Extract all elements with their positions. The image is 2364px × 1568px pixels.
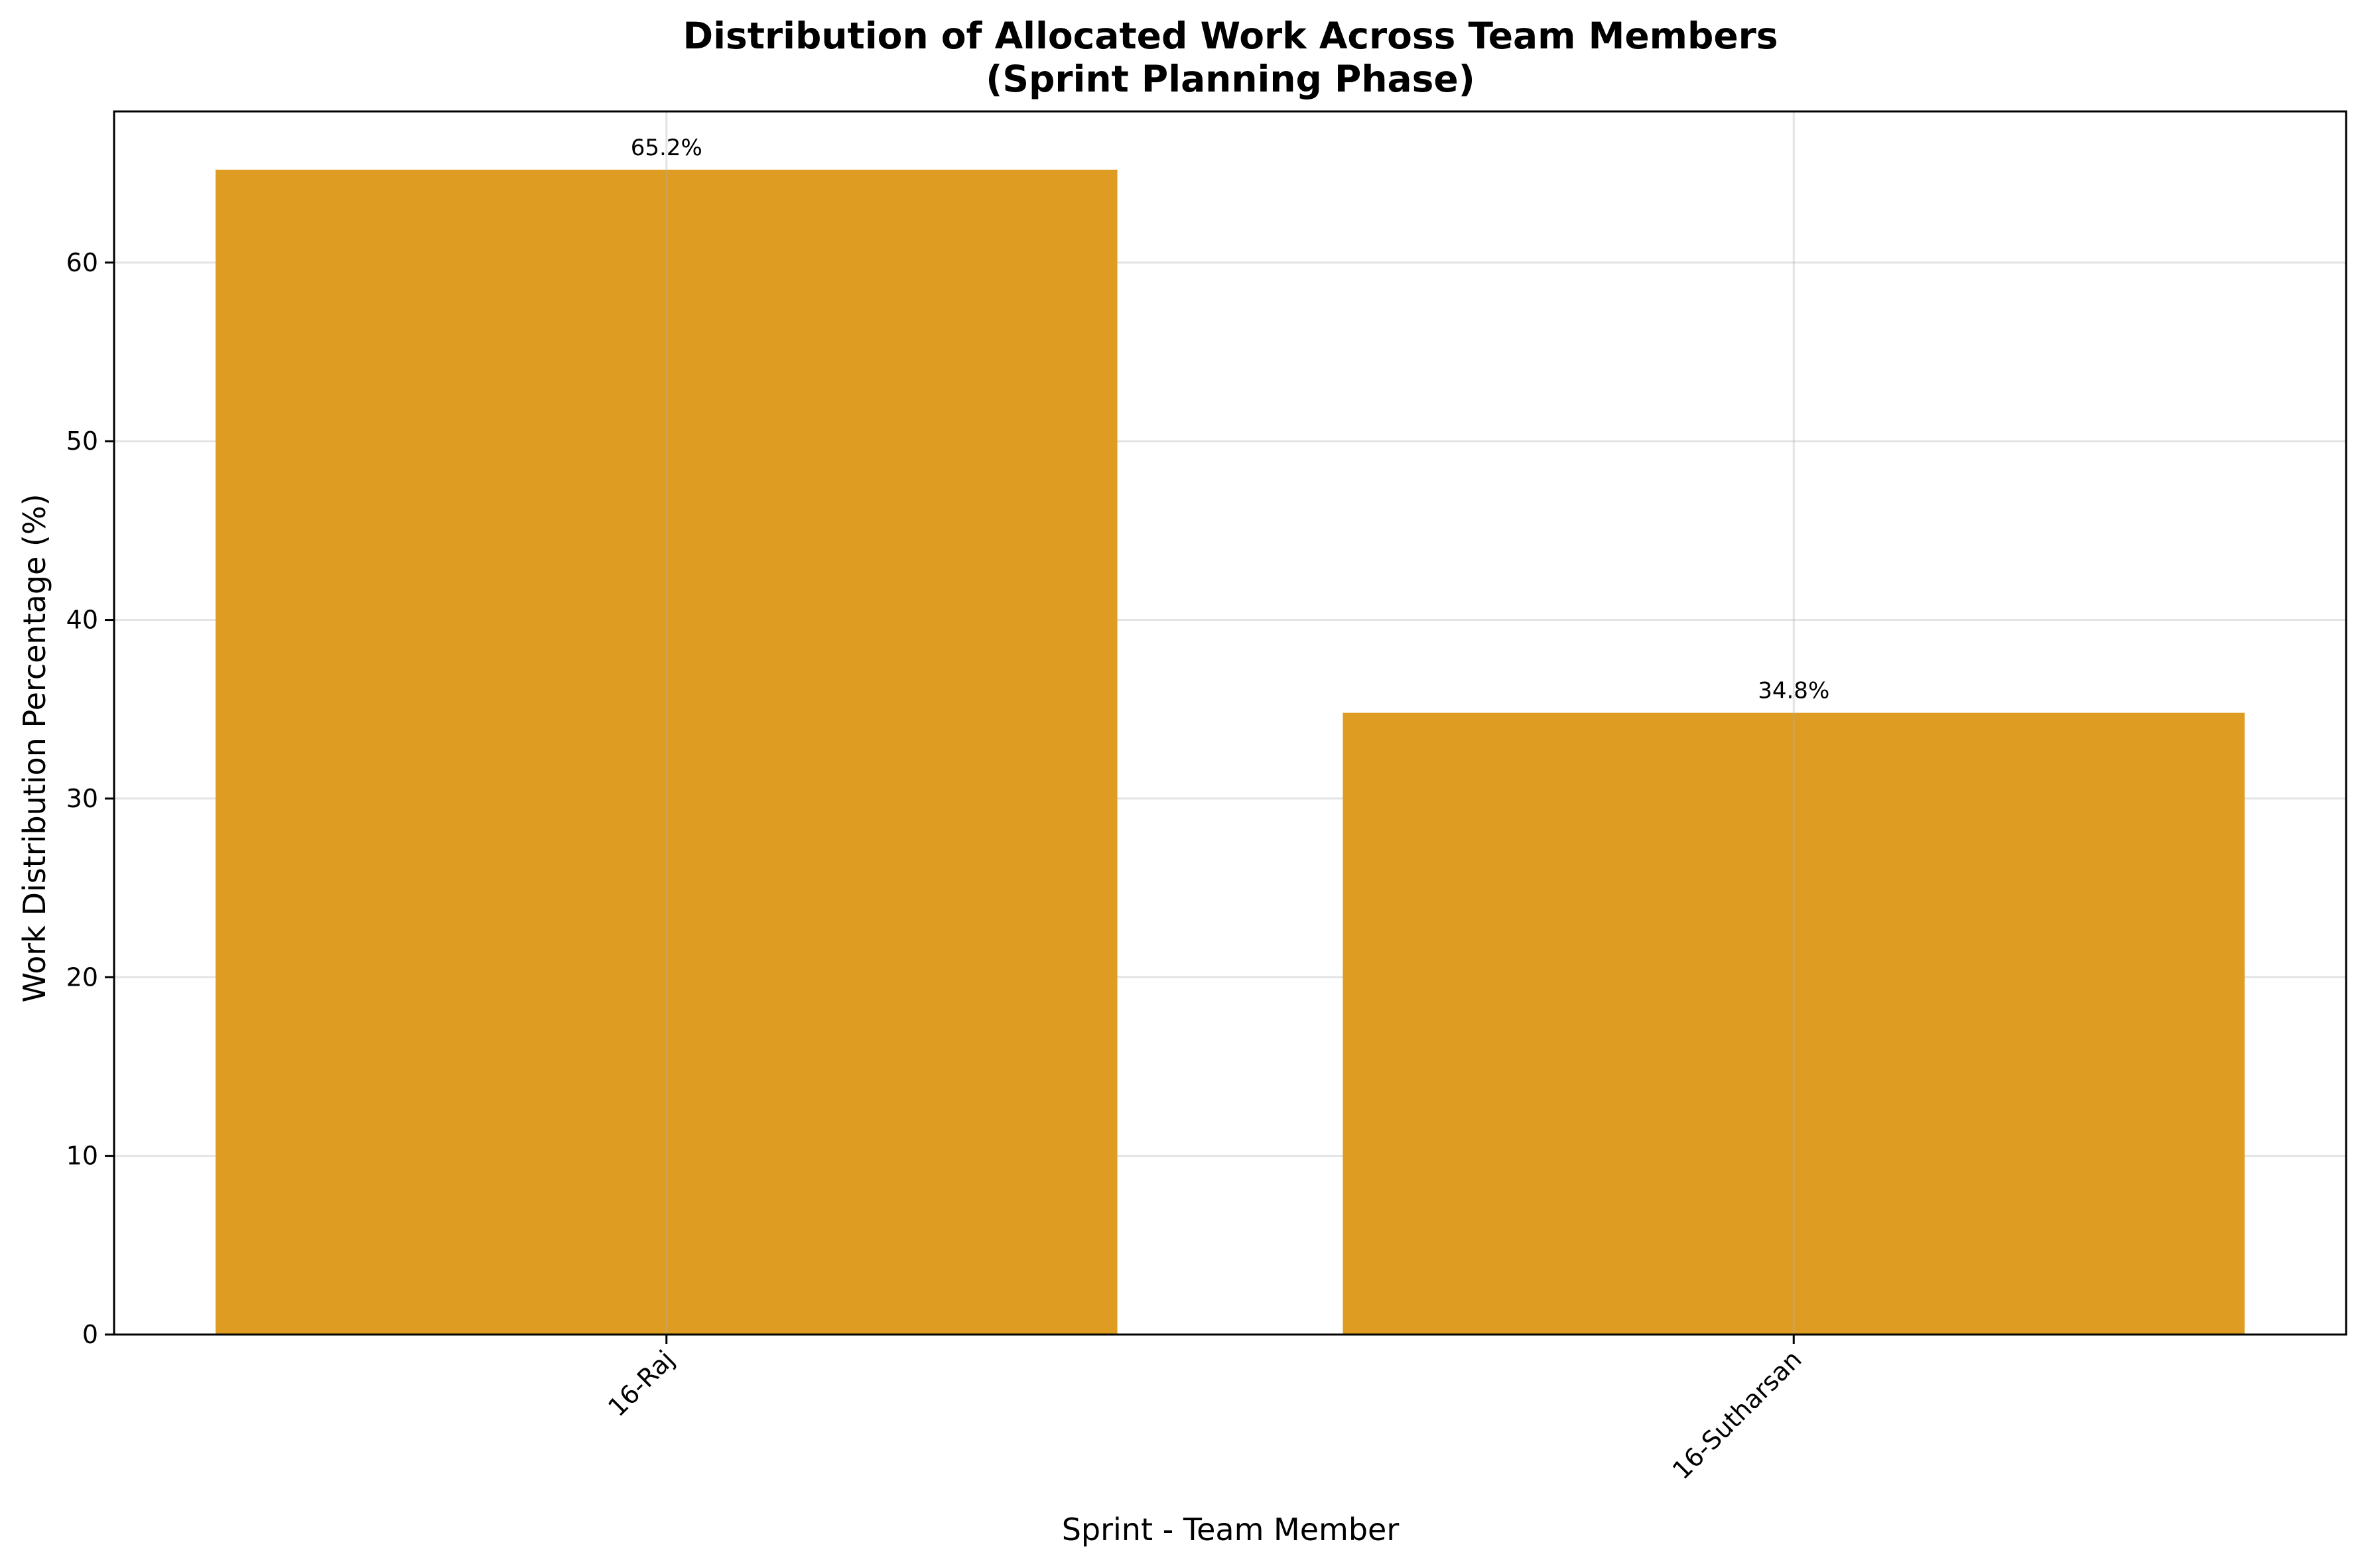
chart-title-line-2: (Sprint Planning Phase) [986,58,1475,100]
y-tick-label: 30 [66,784,98,813]
bar-value-label: 65.2% [631,135,702,161]
y-tick-label: 20 [66,962,98,992]
bar-16-Sutharsan [1343,712,2245,1335]
y-axis-label: Work Distribution Percentage (%) [17,493,52,1002]
chart-title: Distribution of Allocated Work Across Te… [683,15,1778,100]
x-tick-label: 16-Raj [602,1344,680,1422]
plot-frame [113,110,2347,1336]
y-tick-label: 50 [66,426,98,456]
data-labels: 65.2% 34.8% [631,135,1830,704]
bar-value-label: 34.8% [1758,678,1829,704]
vertical-grid-lines [665,111,1795,1335]
bar-16-Raj [215,169,1118,1335]
x-tick-label: 16-Sutharsan [1667,1344,1807,1485]
y-tick-label: 60 [66,248,98,277]
y-tick-label: 0 [82,1320,98,1349]
bars [215,169,2245,1335]
x-axis-label: Sprint - Team Member [1062,1512,1400,1547]
y-tick-label: 10 [66,1142,98,1171]
chart-title-line-1: Distribution of Allocated Work Across Te… [683,15,1778,57]
y-tick-label: 40 [66,606,98,635]
